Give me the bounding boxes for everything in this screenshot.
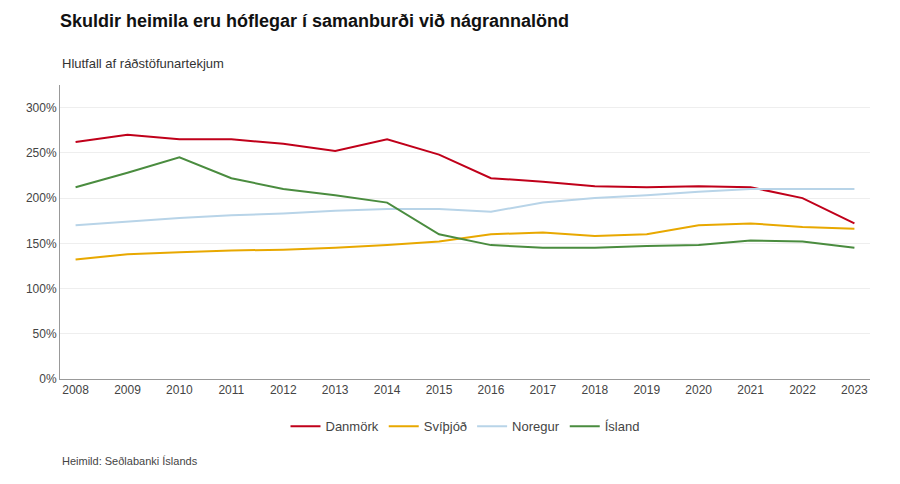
svg-text:2022: 2022 [789, 383, 816, 397]
svg-text:2008: 2008 [62, 383, 89, 397]
svg-text:2011: 2011 [218, 383, 244, 397]
svg-text:300%: 300% [26, 101, 57, 115]
svg-text:150%: 150% [26, 237, 57, 251]
svg-text:2015: 2015 [426, 383, 453, 397]
svg-text:Danmörk: Danmörk [326, 419, 379, 434]
svg-text:2019: 2019 [633, 383, 660, 397]
svg-text:Noregur: Noregur [512, 419, 560, 434]
svg-text:50%: 50% [33, 327, 57, 341]
svg-text:Ísland: Ísland [605, 419, 640, 434]
svg-text:100%: 100% [26, 282, 57, 296]
svg-text:Svíþjóð: Svíþjóð [424, 419, 467, 434]
svg-text:200%: 200% [26, 191, 57, 205]
svg-text:0%: 0% [39, 372, 57, 386]
svg-text:Skuldir heimila eru hóflegar í: Skuldir heimila eru hóflegar í samanburð… [60, 11, 569, 31]
svg-text:2010: 2010 [166, 383, 193, 397]
svg-text:2021: 2021 [737, 383, 764, 397]
svg-text:2014: 2014 [374, 383, 401, 397]
svg-text:2016: 2016 [478, 383, 505, 397]
svg-text:2009: 2009 [114, 383, 141, 397]
svg-text:2018: 2018 [581, 383, 608, 397]
svg-text:Hlutfall af ráðstöfunartekjum: Hlutfall af ráðstöfunartekjum [62, 56, 224, 71]
svg-text:2020: 2020 [685, 383, 712, 397]
svg-text:2023: 2023 [841, 383, 868, 397]
svg-text:2013: 2013 [322, 383, 349, 397]
svg-text:250%: 250% [26, 146, 57, 160]
svg-text:Heimild: Seðlabanki Íslands: Heimild: Seðlabanki Íslands [62, 455, 198, 467]
svg-text:2012: 2012 [270, 383, 297, 397]
svg-text:2017: 2017 [530, 383, 557, 397]
